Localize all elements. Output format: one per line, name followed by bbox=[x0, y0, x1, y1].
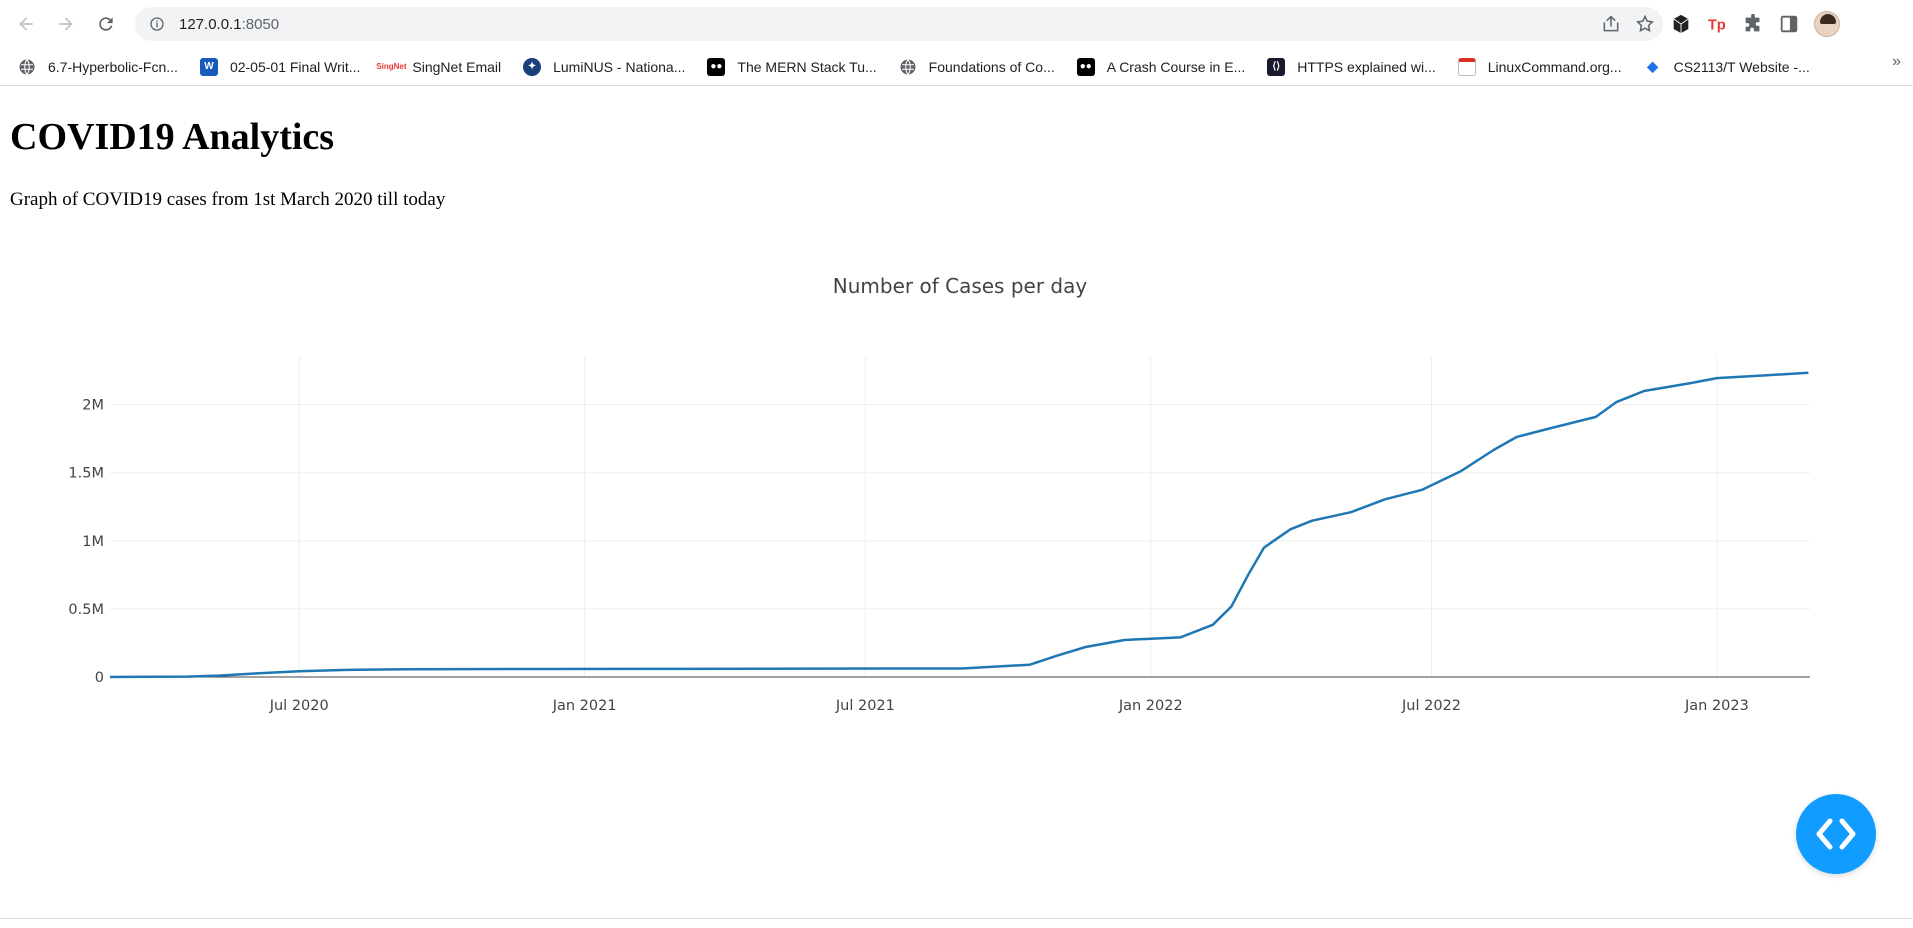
bookmark-label: HTTPS explained wi... bbox=[1297, 58, 1436, 75]
x-tick-label: Jan 2021 bbox=[552, 698, 617, 714]
profile-avatar[interactable] bbox=[1814, 11, 1840, 37]
code-brackets-icon bbox=[1816, 818, 1856, 850]
grid-layer bbox=[110, 357, 1810, 677]
arrow-left-icon bbox=[19, 17, 33, 31]
dash-devtools-button[interactable] bbox=[1796, 794, 1876, 874]
cases-line-chart[interactable]: Number of Cases per day 0 0.5M 1M 1.5M 2M Jul… bbox=[0, 87, 1913, 807]
x-tick-label: Jan 2022 bbox=[1118, 698, 1183, 714]
y-tick-label: 2M bbox=[82, 398, 104, 414]
bookmark-item[interactable]: ◆ CS2113/T Website -... bbox=[1644, 53, 1810, 81]
back-button[interactable] bbox=[6, 4, 46, 44]
url-port: :8050 bbox=[241, 15, 280, 33]
bookmark-item[interactable]: ●● The MERN Stack Tu... bbox=[707, 53, 877, 81]
chart-title: Number of Cases per day bbox=[833, 274, 1088, 298]
bookmark-label: 02-05-01 Final Writ... bbox=[229, 58, 361, 75]
bookmarks-more-button[interactable]: » bbox=[1892, 53, 1901, 70]
url-host: 127.0.0.1 bbox=[179, 15, 242, 33]
share-icon[interactable] bbox=[1601, 14, 1621, 34]
bookmark-item[interactable]: W 02-05-01 Final Writ... bbox=[199, 53, 361, 81]
bookmark-item[interactable]: ⟨⟩ HTTPS explained wi... bbox=[1267, 53, 1436, 81]
y-tick-label: 0.5M bbox=[68, 602, 104, 618]
side-panel-icon[interactable] bbox=[1778, 13, 1800, 35]
cases-series-line bbox=[109, 371, 1809, 679]
medium-icon: ●● bbox=[707, 57, 726, 76]
x-tick-label: Jul 2022 bbox=[1401, 698, 1461, 714]
y-tick-label: 1M bbox=[82, 534, 104, 550]
word-icon: W bbox=[199, 57, 218, 76]
code-icon: ⟨⟩ bbox=[1267, 57, 1286, 76]
page-content: COVID19 Analytics Graph of COVID19 cases… bbox=[0, 87, 1913, 917]
x-tick-label: Jul 2021 bbox=[835, 698, 895, 714]
x-tick-label: Jan 2023 bbox=[1684, 698, 1749, 714]
info-icon[interactable] bbox=[149, 16, 165, 32]
bookmark-item[interactable]: LinuxCommand.org... bbox=[1457, 53, 1622, 81]
line-layer bbox=[109, 371, 1809, 679]
bookmark-item[interactable]: Foundations of Co... bbox=[899, 53, 1055, 81]
cube-extension-icon[interactable] bbox=[1670, 13, 1692, 35]
bookmark-label: The MERN Stack Tu... bbox=[737, 58, 877, 75]
bookmark-label: LumiNUS - Nationa... bbox=[553, 58, 686, 75]
arrow-right-icon bbox=[59, 17, 73, 31]
bookmark-item[interactable]: 6.7-Hyperbolic-Fcn... bbox=[18, 53, 178, 81]
singnet-icon: SingNet bbox=[376, 62, 407, 71]
star-icon[interactable] bbox=[1635, 14, 1655, 34]
bookmark-label: Foundations of Co... bbox=[928, 58, 1055, 75]
puzzle-icon[interactable] bbox=[1742, 13, 1764, 35]
bookmark-item[interactable]: SingNet SingNet Email bbox=[376, 53, 502, 81]
bookmarks-bar: 6.7-Hyperbolic-Fcn... W 02-05-01 Final Wr… bbox=[0, 48, 1913, 86]
bookmark-item[interactable]: ●● A Crash Course in E... bbox=[1076, 53, 1246, 81]
tp-extension-icon[interactable]: Tp bbox=[1706, 13, 1728, 35]
grad-cap-icon: ◆ bbox=[1647, 58, 1658, 74]
bookmark-label: 6.7-Hyperbolic-Fcn... bbox=[48, 58, 178, 75]
medium-icon: ●● bbox=[1076, 57, 1095, 76]
extensions-area: Tp bbox=[1670, 7, 1840, 41]
reload-icon bbox=[99, 17, 113, 31]
x-tick-label: Jul 2020 bbox=[269, 698, 329, 714]
y-tick-label: 0 bbox=[95, 670, 104, 686]
omnibox-actions bbox=[1601, 7, 1655, 41]
svg-text:Tp: Tp bbox=[1708, 18, 1726, 34]
globe-icon bbox=[899, 58, 917, 76]
bookmark-label: CS2113/T Website -... bbox=[1673, 58, 1810, 75]
address-bar[interactable]: 127.0.0.1:8050 bbox=[135, 7, 1663, 41]
y-tick-label: 1.5M bbox=[68, 466, 104, 482]
page-bottom-divider bbox=[0, 918, 1913, 919]
page-description: Graph of COVID19 cases from 1st March 20… bbox=[10, 189, 446, 210]
page-title: COVID19 Analytics bbox=[10, 116, 335, 158]
axis-layer: 0 0.5M 1M 1.5M 2M Jul 2020 Jan 2021 Jul 2021 Jan… bbox=[68, 398, 1810, 714]
bookmark-label: SingNet Email bbox=[412, 58, 502, 75]
bookmark-label: LinuxCommand.org... bbox=[1487, 58, 1622, 75]
doc-icon bbox=[1457, 57, 1476, 76]
reload-button[interactable] bbox=[86, 4, 126, 44]
luminus-icon: ✦ bbox=[523, 57, 542, 76]
globe-icon bbox=[18, 58, 36, 76]
url-text[interactable]: 127.0.0.1:8050 bbox=[179, 16, 279, 33]
bookmark-item[interactable]: ✦ LumiNUS - Nationa... bbox=[523, 53, 685, 81]
forward-button[interactable] bbox=[46, 4, 86, 44]
bookmark-label: A Crash Course in E... bbox=[1106, 58, 1246, 75]
